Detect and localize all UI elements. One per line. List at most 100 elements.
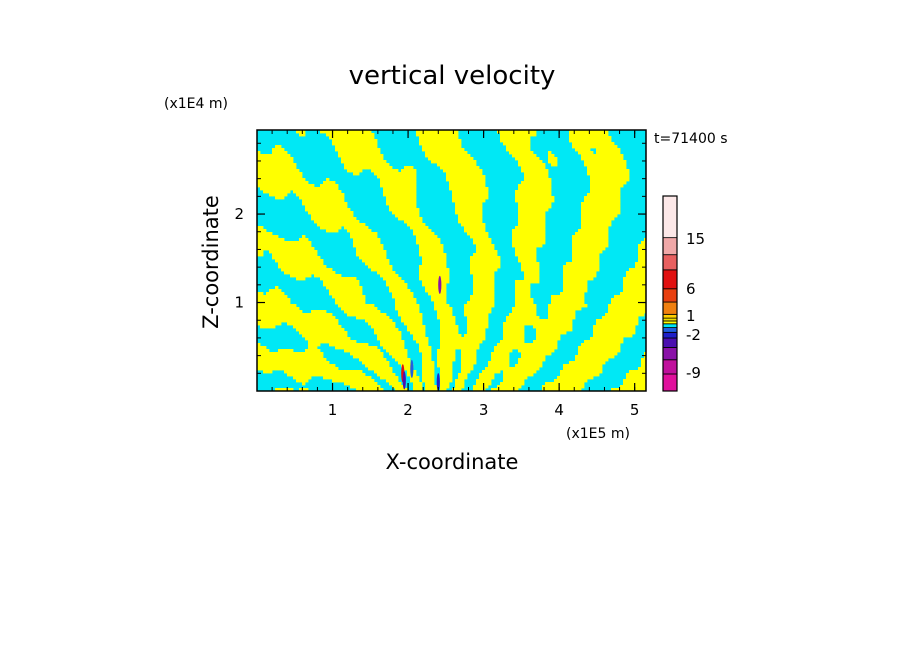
field-cell [272, 238, 276, 242]
field-cell [302, 277, 306, 281]
field-cell [626, 286, 630, 290]
field-cell [401, 208, 405, 212]
field-cell [569, 328, 573, 332]
field-cell [464, 199, 468, 203]
field-cell [566, 274, 570, 278]
field-cell [542, 343, 546, 347]
field-cell [467, 325, 471, 329]
field-cell [332, 199, 336, 203]
field-cell [473, 340, 477, 344]
field-cell [437, 352, 441, 356]
field-cell [287, 322, 291, 326]
field-cell [350, 145, 354, 149]
field-cell [425, 154, 429, 158]
field-cell [533, 268, 537, 272]
field-cell [350, 154, 354, 158]
field-cell [398, 178, 402, 182]
field-cell [389, 274, 393, 278]
field-cell [410, 199, 414, 203]
field-cell [440, 265, 444, 269]
field-cell [584, 235, 588, 239]
field-cell [257, 250, 261, 254]
field-cell [296, 268, 300, 272]
field-cell [272, 355, 276, 359]
field-cell [542, 208, 546, 212]
field-cell [494, 262, 498, 266]
field-cell [587, 217, 591, 221]
field-cell [476, 298, 480, 302]
field-cell [578, 277, 582, 281]
field-cell [467, 337, 471, 341]
field-cell [470, 340, 474, 344]
field-cell [380, 262, 384, 266]
field-cell [371, 316, 375, 320]
field-cell [626, 271, 630, 275]
field-cell [641, 244, 645, 248]
field-cell [602, 235, 606, 239]
field-cell [578, 151, 582, 155]
field-cell [590, 175, 594, 179]
field-cell [320, 319, 324, 323]
field-cell [368, 349, 372, 353]
field-cell [353, 352, 357, 356]
field-cell [509, 346, 513, 350]
field-cell [590, 166, 594, 170]
field-cell [581, 145, 585, 149]
field-cell [413, 310, 417, 314]
field-cell [371, 346, 375, 350]
field-cell [284, 265, 288, 269]
field-cell [407, 172, 411, 176]
field-cell [617, 166, 621, 170]
field-cell [515, 145, 519, 149]
field-cell [449, 139, 453, 143]
field-cell [263, 241, 267, 245]
field-cell [386, 181, 390, 185]
field-cell [596, 199, 600, 203]
field-cell [362, 154, 366, 158]
field-cell [515, 292, 519, 296]
field-cell [536, 328, 540, 332]
field-cell [440, 154, 444, 158]
field-cell [590, 184, 594, 188]
field-cell [464, 334, 468, 338]
field-cell [527, 262, 531, 266]
field-cell [620, 157, 624, 161]
field-cell [341, 298, 345, 302]
field-cell [389, 322, 393, 326]
field-cell [326, 286, 330, 290]
field-cell [416, 313, 420, 317]
field-cell [260, 178, 264, 182]
field-cell [284, 151, 288, 155]
field-cell [599, 235, 603, 239]
field-cell [335, 331, 339, 335]
field-cell [524, 352, 528, 356]
field-cell [428, 247, 432, 251]
field-cell [449, 358, 453, 362]
field-cell [572, 235, 576, 239]
field-cell [548, 184, 552, 188]
field-cell [533, 304, 537, 308]
field-cell [404, 184, 408, 188]
field-cell [371, 148, 375, 152]
field-cell [395, 172, 399, 176]
field-cell [350, 301, 354, 305]
field-cell [473, 289, 477, 293]
field-cell [395, 280, 399, 284]
field-cell [506, 145, 510, 149]
field-cell [449, 172, 453, 176]
field-cell [290, 169, 294, 173]
field-cell [587, 262, 591, 266]
field-cell [317, 268, 321, 272]
field-cell [356, 172, 360, 176]
field-cell [365, 307, 369, 311]
field-cell [611, 181, 615, 185]
field-cell [341, 151, 345, 155]
field-cell [329, 271, 333, 275]
field-cell [503, 139, 507, 143]
field-cell [353, 157, 357, 161]
field-cell [569, 313, 573, 317]
field-cell [524, 349, 528, 353]
field-cell [353, 304, 357, 308]
field-cell [485, 322, 489, 326]
field-cell [509, 148, 513, 152]
